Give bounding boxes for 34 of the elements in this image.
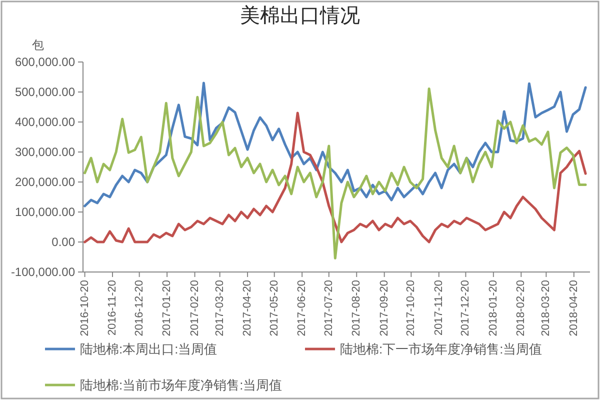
x-tick-label: 2018-02-20 (515, 280, 528, 336)
y-tick-label: 200,000.00 (14, 175, 76, 190)
x-tick-label: 2016-11-20 (106, 280, 119, 336)
x-tick-label: 2017-10-20 (405, 280, 418, 336)
y-axis-title: 包 (32, 38, 44, 52)
x-tick-label: 2017-03-20 (214, 280, 226, 336)
legend-label: 陆地棉:本周出口:当周值 (80, 342, 218, 357)
x-tick-label: 2017-12-20 (460, 280, 472, 336)
x-tick-label: 2017-09-20 (378, 280, 390, 336)
legend-label: 陆地棉:下一市场年度净销售:当周值 (340, 342, 542, 357)
x-tick-label: 2017-04-20 (242, 280, 254, 336)
y-tick-label: 400,000.00 (14, 115, 76, 130)
x-tick-label: 2016-12-20 (133, 280, 146, 336)
y-tick-label: 0.00 (52, 235, 76, 250)
y-tick-label: 300,000.00 (14, 145, 76, 160)
x-tick-label: 2017-06-20 (296, 280, 308, 336)
y-tick-label: 100,000.00 (14, 205, 76, 220)
x-tick-label: 2017-02-20 (188, 280, 201, 336)
legend-label: 陆地棉:当前市场年度净销售:当周值 (80, 378, 282, 393)
x-tick-label: 2017-05-20 (268, 280, 280, 336)
x-tick-label: 2017-07-20 (322, 280, 335, 336)
x-tick-label: 2018-04-20 (568, 280, 580, 336)
x-tick-label: 2018-03-20 (540, 280, 552, 336)
y-tick-label: -100,000.00 (10, 265, 76, 280)
x-tick-label: 2017-11-20 (432, 280, 445, 336)
line-series (84, 112, 587, 244)
x-tick-label: 2018-01-20 (487, 280, 500, 336)
x-tick-label: 2017-08-20 (350, 280, 363, 336)
x-tick-label: 2017-01-20 (161, 280, 174, 336)
chart-title: 美棉出口情况 (240, 4, 360, 27)
y-tick-label: 500,000.00 (14, 85, 76, 100)
y-tick-label: 600,000.00 (14, 55, 76, 70)
x-tick-label: 2016-10-20 (78, 280, 91, 336)
line-series (84, 87, 587, 260)
